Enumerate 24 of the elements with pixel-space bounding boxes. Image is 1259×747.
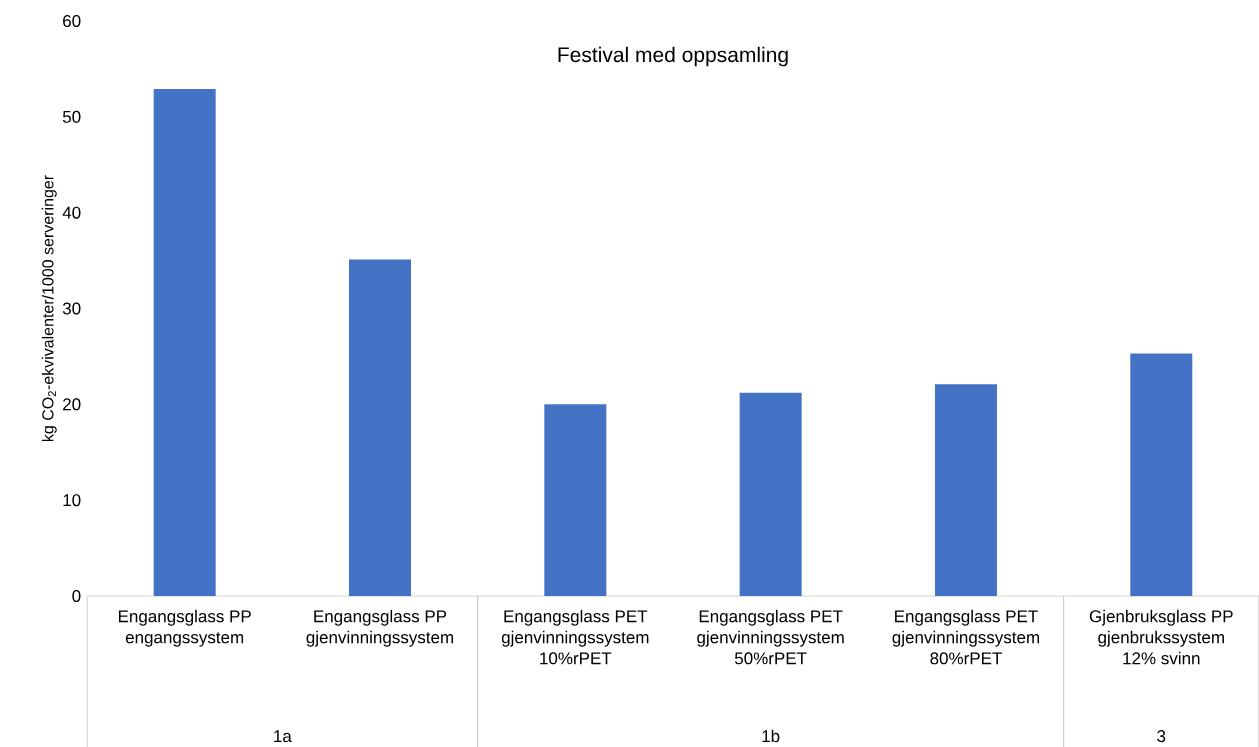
bar bbox=[1130, 353, 1193, 596]
text: Festival med oppsamling bbox=[558, 46, 788, 67]
y-axis-title: kg CO$_{2}$-ekvivalenter/1000 serveringer bbox=[41, 175, 57, 442]
bar bbox=[934, 384, 997, 596]
bar bbox=[349, 259, 411, 596]
y-tick-label: 60 bbox=[63, 14, 81, 28]
text: 3 bbox=[1157, 730, 1166, 743]
y-tick-label: 20 bbox=[63, 398, 81, 411]
text: 1a bbox=[274, 730, 292, 743]
x-tick-label: Engangsglass PET gjenvinningssystem 10%rPET bbox=[501, 609, 649, 665]
bar bbox=[544, 404, 607, 596]
x-tick-label: Engangsglass PET gjenvinningssystem 80%rPET bbox=[892, 609, 1040, 665]
y-tick-label: 50 bbox=[62, 110, 81, 123]
x-tick-label: Engangsglass PP gjenvinningssystem bbox=[306, 609, 454, 647]
x-tick-label: Gjenbruksglass PP gjenbrukssystem 12% svinn bbox=[1089, 609, 1233, 665]
x-tick-label: Engangsglass PET gjenvinningssystem 50%rPET bbox=[697, 609, 844, 665]
bar bbox=[739, 392, 802, 596]
x-tick-label: Engangsglass PP engangssystem bbox=[118, 609, 251, 647]
bar bbox=[153, 89, 216, 596]
text: 1b bbox=[762, 729, 780, 743]
y-tick-label: 0 bbox=[72, 589, 81, 603]
y-tick-label: 10 bbox=[63, 494, 81, 507]
y-tick-label: 30 bbox=[62, 302, 81, 315]
y-tick-label: 40 bbox=[62, 206, 81, 219]
